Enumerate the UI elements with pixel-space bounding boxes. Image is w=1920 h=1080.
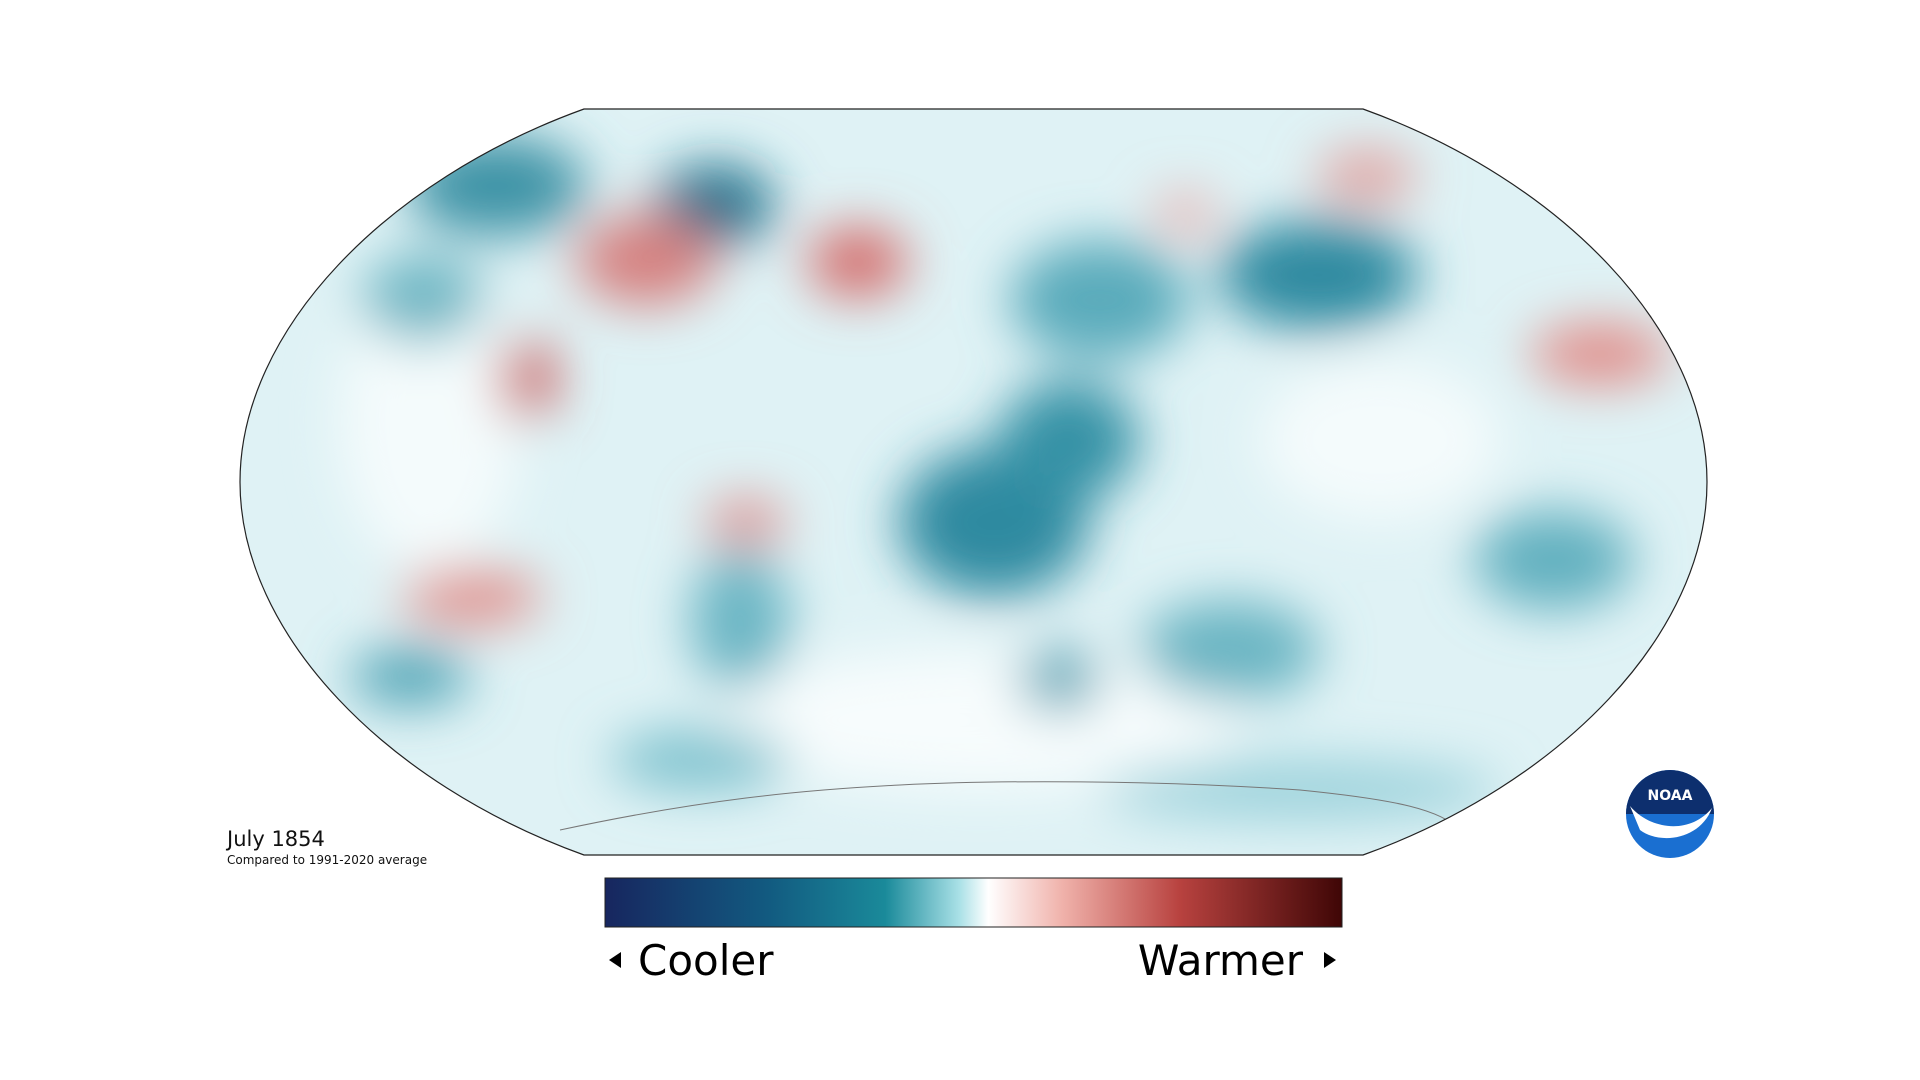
legend-high-label: Warmer: [1138, 936, 1304, 985]
map-title: July 1854: [225, 827, 325, 851]
anomaly-blobs: [340, 136, 1670, 820]
warmer-arrow: [1324, 952, 1336, 968]
color-bar: [604, 877, 1343, 928]
antarctica-coast: [559, 781, 1461, 831]
map-outline: [239, 108, 1708, 856]
legend-low-label: Cooler: [638, 936, 774, 985]
noaa-logo: NOAA: [1626, 770, 1714, 858]
logo-top: [1626, 770, 1714, 814]
logo-text: NOAA: [1648, 788, 1693, 804]
anomaly-field: [240, 109, 1707, 855]
cooler-arrow: [609, 952, 621, 968]
map-subtitle: Compared to 1991-2020 average: [227, 853, 427, 867]
logo-gull: [1630, 806, 1712, 839]
